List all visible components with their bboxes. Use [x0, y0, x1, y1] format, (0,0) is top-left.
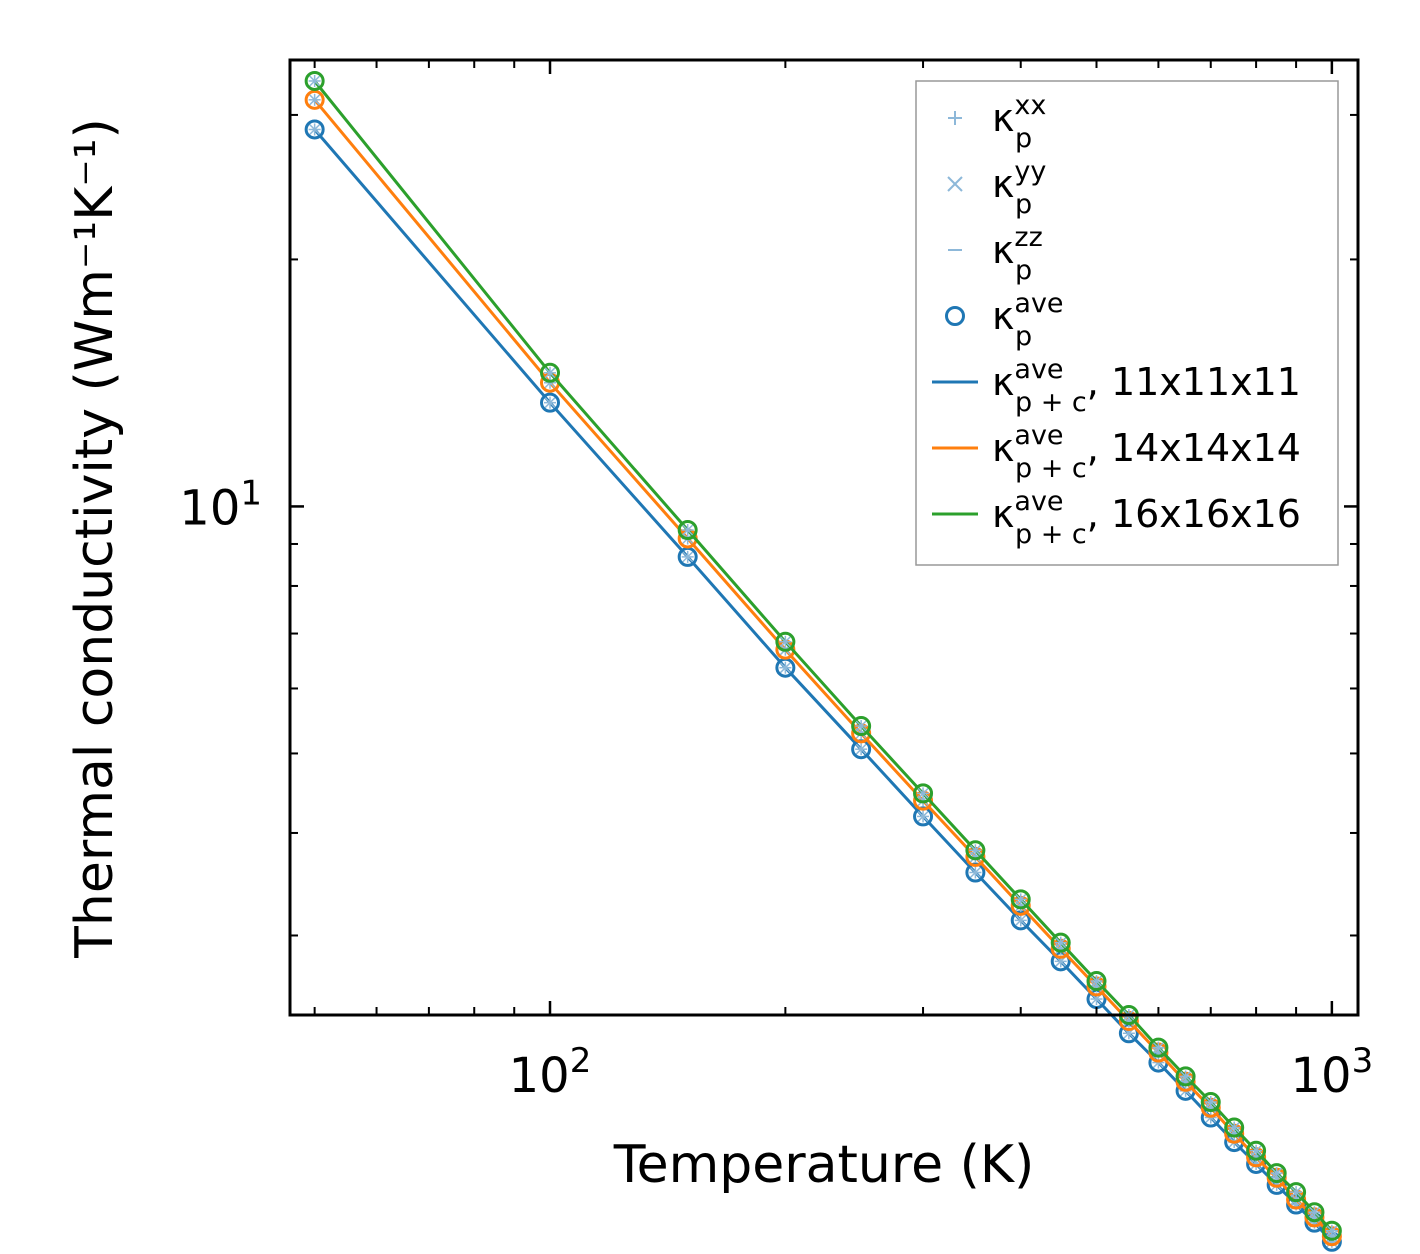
- data-point: [304, 119, 325, 140]
- legend-box: [915, 80, 1339, 566]
- legend-label: κave p: [992, 288, 1064, 352]
- data-point: [1246, 1140, 1267, 1161]
- kappa-yy-marker-b: [1290, 1186, 1302, 1198]
- data-point: [1224, 1117, 1245, 1138]
- data-point: [304, 70, 325, 91]
- data-point: [1148, 1037, 1169, 1058]
- legend-entry: κxx p: [948, 90, 1046, 154]
- data-point: [1010, 910, 1031, 931]
- kappa-yy-marker-b: [1308, 1206, 1320, 1218]
- data-point: [851, 716, 872, 737]
- legend-label: κzz p: [992, 222, 1043, 286]
- kappa-yy-marker-b: [544, 397, 556, 409]
- data-point: [677, 520, 698, 541]
- x-tick-label: 103: [1291, 1041, 1374, 1104]
- data-point: [1175, 1066, 1196, 1087]
- plot-frame: [288, 58, 1360, 1017]
- kappa-yy-marker-b: [544, 367, 556, 379]
- data-point: [1050, 932, 1071, 953]
- data-point: [1010, 889, 1031, 910]
- data-point: [775, 631, 796, 652]
- kappa-yy-marker-b: [1228, 1122, 1240, 1134]
- legend-label: κxx p: [992, 90, 1046, 154]
- x-tick-label: 102: [509, 1041, 592, 1104]
- kappa-yy-marker-b: [309, 75, 321, 87]
- data-point: [1286, 1182, 1307, 1203]
- data-point: [913, 783, 934, 804]
- legend-entry: κyy p: [947, 156, 1046, 220]
- data-point: [1321, 1220, 1342, 1241]
- legend-entry: κave p + c, 16x16x16: [932, 486, 1301, 550]
- legend-label: κave p + c, 11x11x11: [992, 354, 1301, 418]
- legend-label: κave p + c, 14x14x14: [992, 420, 1301, 484]
- data-point: [1200, 1092, 1221, 1113]
- kappa-yy-marker-b: [309, 123, 321, 136]
- cross-icon-b: [947, 176, 963, 192]
- kappa-yy-marker-b: [309, 94, 321, 106]
- kappa-yy-marker-b: [1152, 1042, 1164, 1054]
- data-point: [1086, 971, 1107, 992]
- x-axis-label: Temperature (K): [613, 1135, 1035, 1195]
- data-point: [540, 392, 561, 413]
- data-point: [1266, 1163, 1287, 1184]
- legend-entry: κave p + c, 11x11x11: [932, 354, 1301, 418]
- kappa-yy-marker-b: [1055, 937, 1067, 949]
- kappa-yy-marker-b: [682, 524, 694, 536]
- kappa-yy-marker-b: [1015, 893, 1027, 905]
- legend-entry: κzz p: [948, 222, 1043, 286]
- kappa-yy-marker-b: [917, 810, 929, 822]
- kappa-yy-marker-b: [1090, 975, 1103, 987]
- circle-icon: [945, 306, 965, 326]
- y-tick-label: 101: [179, 473, 262, 536]
- kappa-yy-marker-b: [779, 662, 791, 674]
- data-point: [304, 89, 325, 110]
- data-point: [965, 840, 986, 861]
- y-axis-label: Thermal conductivity (Wm⁻¹K⁻¹): [65, 118, 125, 959]
- plot-area: [304, 70, 1342, 1252]
- kappa-yy-marker-b: [1015, 914, 1027, 926]
- kappa-yy-marker-b: [917, 787, 929, 799]
- kappa-yy-marker-b: [855, 743, 867, 755]
- legend-entry: κave p: [945, 288, 1064, 352]
- axis-ticks: 102 103 101: [179, 60, 1373, 1104]
- kappa-yy-marker-b: [1250, 1145, 1262, 1157]
- legend-label: κyy p: [992, 156, 1046, 220]
- kappa-yy-marker-b: [969, 844, 981, 856]
- kappa-yy-marker-b: [855, 720, 867, 732]
- kappa-yy-marker-b: [969, 866, 981, 879]
- legend-entry: κave p + c, 14x14x14: [932, 420, 1301, 484]
- kappa-yy-marker-b: [779, 636, 791, 648]
- kappa-yy-marker-b: [1271, 1167, 1283, 1179]
- data-point: [540, 362, 561, 383]
- kappa-yy-marker-b: [1326, 1225, 1338, 1237]
- kappa-yy-marker-b: [1205, 1096, 1217, 1108]
- data-point: [1304, 1202, 1325, 1223]
- kappa-yy-marker-b: [682, 551, 694, 563]
- kappa-yy-marker-b: [1180, 1070, 1192, 1082]
- legend-label: κave p + c, 16x16x16: [992, 486, 1301, 550]
